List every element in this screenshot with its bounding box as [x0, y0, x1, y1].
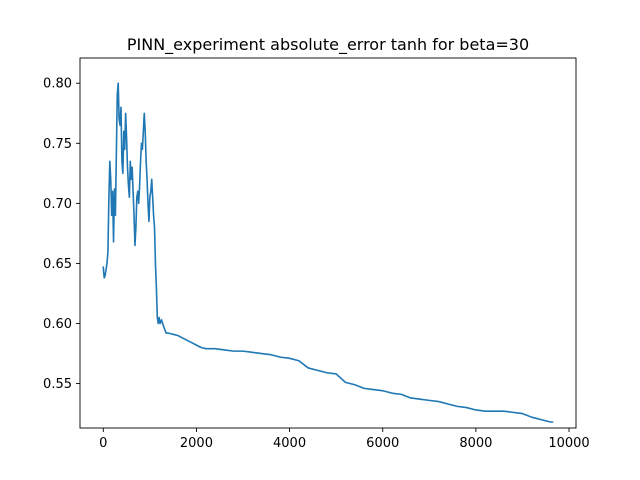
y-tick-label: 0.65 — [43, 257, 72, 272]
axes: 0 2000 4000 6000 8000 10000 0.55 0.60 0.65 0.70 0.… — [43, 57, 590, 451]
chart-title: PINN_experiment absolute_error tanh for … — [127, 35, 529, 55]
y-tick-label: 0.70 — [43, 197, 72, 212]
x-tick-label: 2000 — [180, 436, 213, 451]
x-tick-label: 10000 — [548, 436, 589, 451]
x-tick-label: 8000 — [459, 436, 492, 451]
y-tick-label: 0.55 — [43, 377, 72, 392]
y-tick-label: 0.80 — [43, 77, 72, 92]
axes-frame — [79, 57, 577, 429]
plot-area — [102, 82, 554, 423]
y-tick-label: 0.60 — [43, 317, 72, 332]
x-tick-label: 6000 — [366, 436, 399, 451]
y-tick-label: 0.75 — [43, 137, 72, 152]
x-tick-label: 0 — [99, 436, 107, 451]
x-tick-label: 4000 — [273, 436, 306, 451]
series-line-0 — [102, 82, 554, 423]
